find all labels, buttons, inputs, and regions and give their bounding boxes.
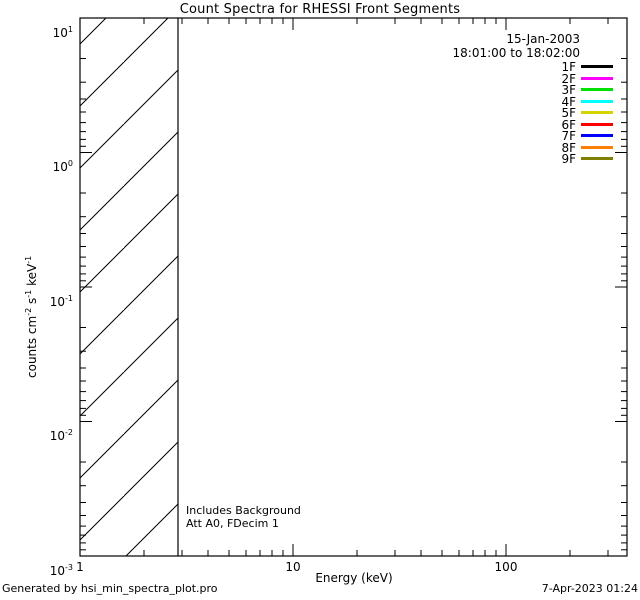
legend-label: 2F	[561, 71, 576, 86]
legend-color-swatch	[581, 157, 613, 160]
y-tick-base: 10	[49, 429, 66, 443]
y-axis-label-base2: s	[25, 297, 39, 308]
x-axis-ticks	[79, 18, 609, 556]
legend-entry-2f[interactable]: 2F	[540, 71, 628, 86]
y-tick-label: 10-1	[33, 281, 73, 323]
y-axis-label-exp2: -1	[24, 289, 33, 298]
page-title: Count Spectra for RHESSI Front Segments	[179, 2, 461, 17]
annotation-includes-background: Includes Background	[186, 504, 301, 517]
y-tick-label: 10-3	[33, 550, 73, 592]
x-tick-label: 100	[494, 560, 518, 574]
legend-entry-8f[interactable]: 8F	[540, 140, 628, 155]
legend-label: 3F	[561, 83, 576, 97]
legend-entry-3f[interactable]: 3F	[540, 83, 628, 97]
y-axis-ticks	[80, 17, 627, 557]
y-tick-base: 10	[52, 26, 68, 40]
y-tick-exp: -3	[65, 563, 73, 572]
annotation-attenuator-state: Att A0, FDecim 1	[186, 517, 279, 530]
legend-label: 7F	[561, 129, 576, 143]
legend-date: 15-Jan-2003	[506, 32, 580, 46]
y-axis-label: counts cm-2 s-1 keV-1	[24, 255, 39, 378]
legend-label: 1F	[561, 60, 576, 74]
legend-entry-5f[interactable]: 5F	[540, 106, 628, 120]
legend-entry-4f[interactable]: 4F	[540, 94, 628, 109]
y-tick-exp: 1	[67, 25, 73, 34]
y-tick-label: 100	[33, 146, 73, 188]
y-axis-label-exp1: -2	[24, 307, 33, 316]
legend-label: 4F	[561, 94, 576, 109]
y-axis-label-exp3: -1	[24, 255, 33, 264]
legend-label: 8F	[561, 140, 576, 155]
legend-label: 9F	[561, 152, 576, 166]
footer-generator: Generated by hsi_min_spectra_plot.pro	[2, 582, 218, 595]
y-tick-exp: -2	[65, 428, 73, 437]
legend-entry-7f[interactable]: 7F	[540, 129, 628, 143]
y-tick-exp: -1	[65, 294, 73, 303]
y-tick-base: 10	[49, 295, 66, 309]
y-tick-base: 10	[52, 160, 68, 174]
legend-color-swatch	[581, 111, 613, 114]
legend-color-swatch	[581, 76, 613, 80]
y-tick-exp: 0	[67, 159, 73, 168]
legend-color-swatch	[581, 122, 613, 126]
legend-color-swatch	[581, 145, 613, 149]
legend-entry-1f[interactable]: 1F	[540, 60, 628, 74]
footer-timestamp: 7-Apr-2023 01:24	[541, 582, 638, 595]
x-tick-label: 10	[285, 560, 301, 574]
y-axis-label-base3: keV	[25, 263, 39, 290]
y-tick-label: 101	[33, 12, 73, 54]
legend-time-range: 18:01:00 to 18:02:00	[452, 46, 580, 60]
x-axis-label: Energy (keV)	[315, 571, 393, 585]
legend-color-swatch	[581, 99, 613, 103]
y-axis-label-base1: counts cm	[25, 315, 39, 378]
legend-color-swatch	[581, 134, 613, 137]
legend-label: 5F	[561, 106, 576, 120]
legend-entry-6f[interactable]: 6F	[540, 117, 628, 132]
y-tick-label: 10-2	[33, 415, 73, 457]
legend-color-swatch	[581, 88, 613, 91]
hatched-region	[80, 18, 179, 556]
y-tick-base: 10	[49, 564, 66, 578]
legend-label: 6F	[561, 117, 576, 132]
legend-entry-9f[interactable]: 9F	[540, 152, 628, 166]
legend-color-swatch	[581, 65, 613, 68]
x-tick-label: 1	[76, 560, 84, 574]
